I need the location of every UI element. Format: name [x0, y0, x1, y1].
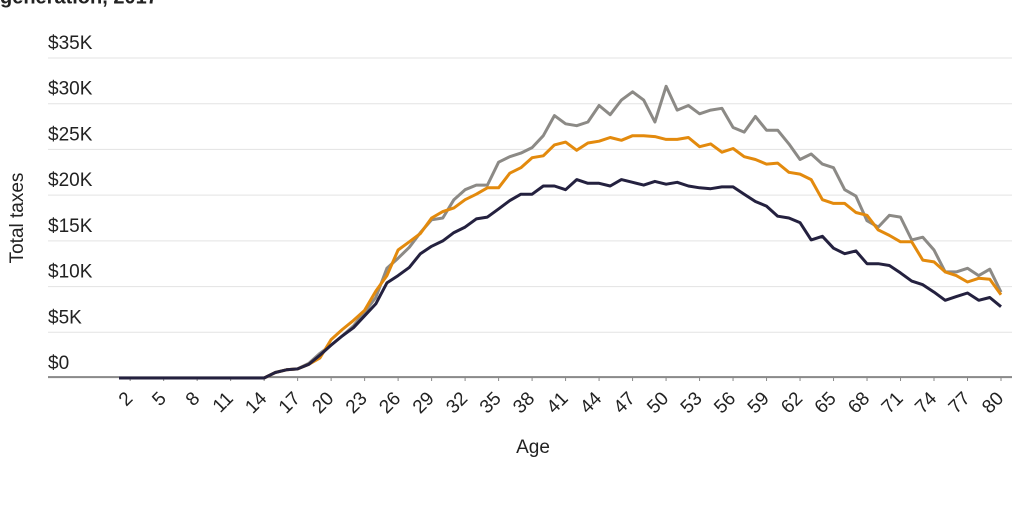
x-tick-label: 74 [911, 388, 941, 418]
x-tick-label: 2 [115, 388, 137, 410]
x-tick-label: 32 [442, 388, 472, 418]
x-tick-label: 20 [308, 388, 338, 418]
y-tick-label: $30K [48, 79, 93, 100]
y-tick-label: $5K [48, 307, 82, 328]
y-tick-label: $10K [48, 262, 93, 283]
x-tick-label: 35 [476, 388, 506, 418]
x-tick-label: 71 [878, 388, 908, 418]
y-tick-label: $20K [48, 170, 93, 191]
x-tick-label: 38 [509, 388, 539, 418]
chart-title: generation, 2017 [0, 0, 158, 8]
x-tick-label: 59 [744, 388, 774, 418]
y-tick-label: $0 [48, 353, 69, 374]
x-tick-label: 77 [945, 388, 975, 418]
x-tick-label: 44 [576, 388, 606, 418]
series-line [119, 178, 1002, 380]
y-tick-label: $35K [48, 33, 93, 54]
x-tick-label: 8 [182, 388, 204, 410]
x-tick-label: 11 [209, 388, 238, 417]
x-tick-label: 65 [811, 388, 841, 418]
x-tick-label: 56 [710, 388, 740, 418]
x-tick-label: 17 [275, 388, 305, 418]
x-tick-label: 26 [375, 388, 405, 418]
series-line [119, 134, 1003, 380]
y-axis-label: Total taxes [7, 173, 28, 264]
x-tick-label: 47 [610, 388, 640, 418]
x-tick-label: 23 [342, 388, 372, 418]
x-tick-label: 29 [409, 388, 439, 418]
x-tick-label: 53 [677, 388, 707, 418]
x-tick-label: 68 [844, 388, 874, 418]
x-axis-label: Age [516, 437, 550, 458]
y-tick-label: $25K [48, 124, 93, 145]
x-tick-label: 50 [643, 388, 673, 418]
x-tick-label: 14 [241, 388, 271, 418]
x-tick-label: 41 [543, 388, 573, 418]
y-tick-label: $15K [48, 216, 93, 237]
x-tick-label: 62 [777, 388, 807, 418]
x-tick-label: 80 [978, 388, 1008, 418]
x-tick-label: 5 [148, 388, 170, 410]
series-line [119, 84, 1003, 380]
